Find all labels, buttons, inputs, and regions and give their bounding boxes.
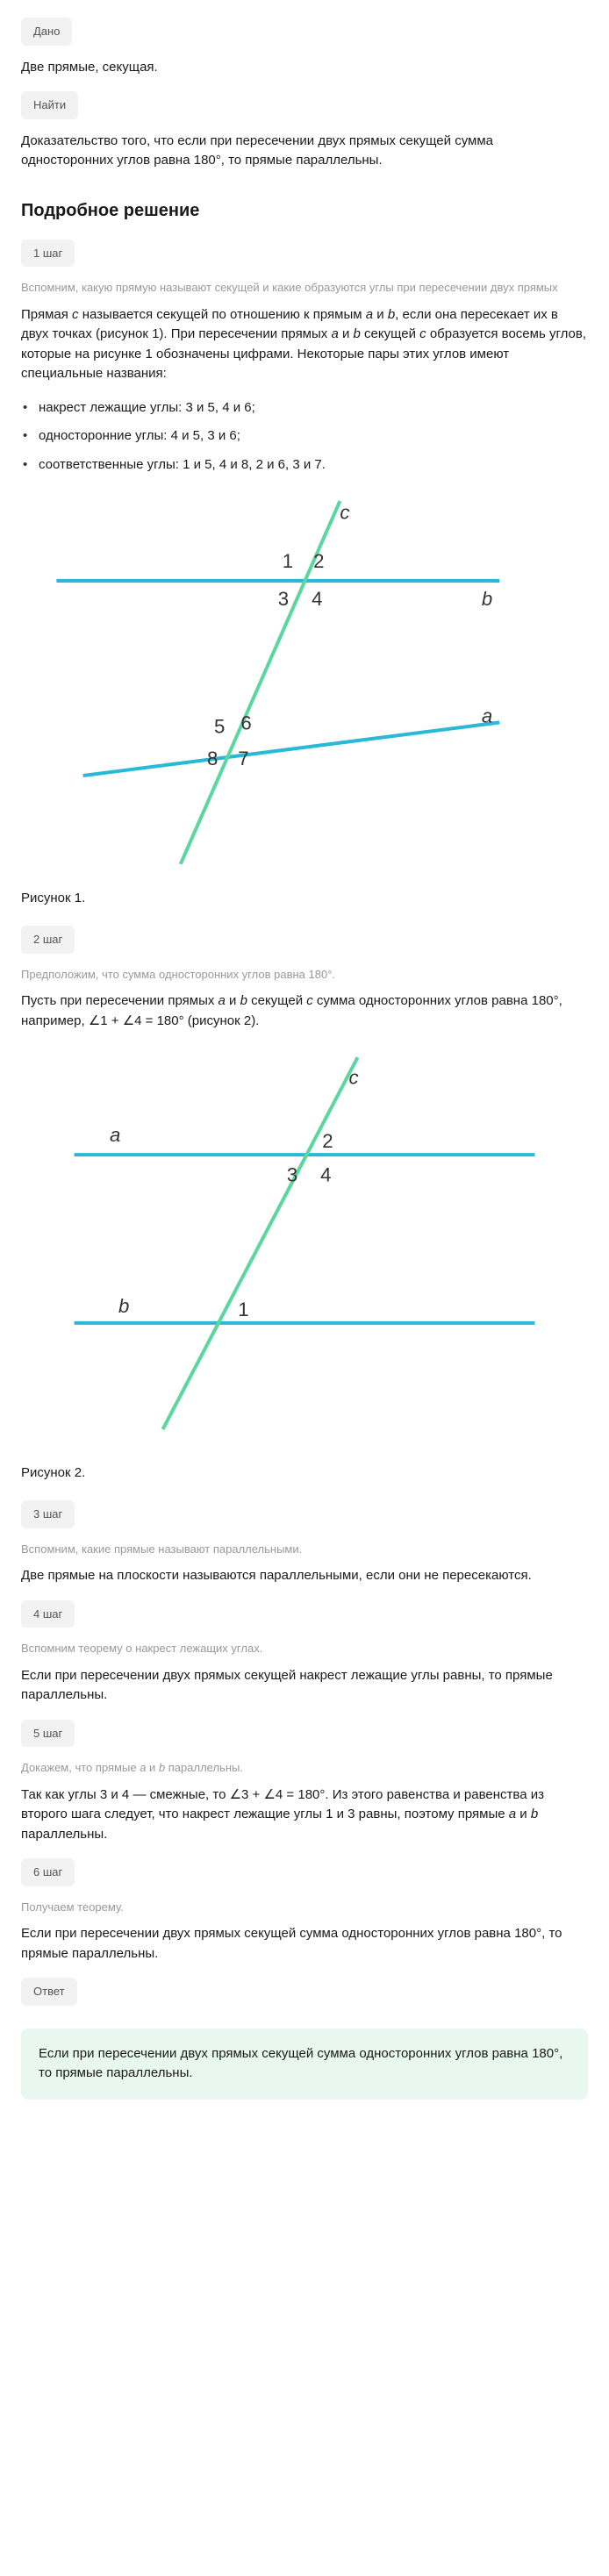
step6-pill: 6 шаг	[21, 1858, 75, 1886]
list-item: накрест лежащие углы: 3 и 5, 4 и 6;	[39, 398, 588, 419]
list-item: односторонние углы: 4 и 5, 3 и 6;	[39, 426, 588, 447]
step1-hint: Вспомним, какую прямую называют секущей …	[21, 279, 588, 297]
find-pill: Найти	[21, 91, 78, 119]
svg-text:c: c	[340, 501, 349, 523]
svg-text:4: 4	[312, 588, 322, 610]
svg-text:1: 1	[238, 1299, 248, 1320]
step4-hint: Вспомним теорему о накрест лежащих углах…	[21, 1640, 588, 1657]
step3-pill: 3 шаг	[21, 1500, 75, 1528]
step2-paragraph: Пусть при пересечении прямых a и b секущ…	[21, 991, 588, 1031]
figure-2: c a 2 3 4 b 1	[21, 1048, 588, 1445]
step4-pill: 4 шаг	[21, 1600, 75, 1628]
list-item: соответственные углы: 1 и 5, 4 и 8, 2 и …	[39, 455, 588, 476]
answer-box: Если при пересечении двух прямых секущей…	[21, 2029, 588, 2100]
svg-text:a: a	[482, 705, 492, 726]
figure-1: c 12 3 4 b 56 87 a	[21, 492, 588, 871]
svg-text:a: a	[110, 1124, 120, 1146]
svg-text:1: 1	[283, 550, 293, 572]
angle-list: накрест лежащие углы: 3 и 5, 4 и 6; одно…	[21, 398, 588, 476]
svg-text:5: 5	[214, 716, 225, 738]
svg-text:8: 8	[207, 748, 218, 769]
step3-hint: Вспомним, какие прямые называют параллел…	[21, 1541, 588, 1558]
step6-hint: Получаем теорему.	[21, 1899, 588, 1916]
figure-2-caption: Рисунок 2.	[21, 1463, 588, 1484]
svg-text:6: 6	[240, 712, 251, 734]
svg-text:2: 2	[313, 550, 324, 572]
svg-text:3: 3	[287, 1164, 297, 1186]
step5-hint: Докажем, что прямые a и b параллельны.	[21, 1759, 588, 1777]
step1-pill: 1 шаг	[21, 240, 75, 268]
step2-hint: Предположим, что сумма односторонних угл…	[21, 966, 588, 984]
svg-text:b: b	[118, 1295, 129, 1317]
given-text: Две прямые, секущая.	[21, 58, 588, 78]
step1-paragraph: Прямая c называется секущей по отношению…	[21, 305, 588, 384]
svg-text:7: 7	[238, 748, 248, 769]
step3-text: Две прямые на плоскости называются парал…	[21, 1566, 588, 1586]
step2-pill: 2 шаг	[21, 926, 75, 954]
find-text: Доказательство того, что если при пересе…	[21, 132, 588, 171]
step6-text: Если при пересечении двух прямых секущей…	[21, 1924, 588, 1964]
step4-text: Если при пересечении двух прямых секущей…	[21, 1666, 588, 1706]
svg-text:4: 4	[320, 1164, 331, 1186]
figure-1-svg: c 12 3 4 b 56 87 a	[21, 492, 588, 864]
figure-2-svg: c a 2 3 4 b 1	[21, 1048, 588, 1438]
step5-pill: 5 шаг	[21, 1720, 75, 1748]
svg-text:3: 3	[278, 588, 289, 610]
given-pill: Дано	[21, 18, 72, 46]
figure-1-caption: Рисунок 1.	[21, 889, 588, 909]
answer-pill: Ответ	[21, 1978, 77, 2006]
solution-heading: Подробное решение	[21, 197, 588, 224]
svg-text:c: c	[348, 1067, 358, 1089]
svg-text:b: b	[482, 588, 492, 610]
svg-text:2: 2	[322, 1130, 333, 1152]
step5-paragraph: Так как углы 3 и 4 — смежные, то ∠3 + ∠4…	[21, 1785, 588, 1845]
